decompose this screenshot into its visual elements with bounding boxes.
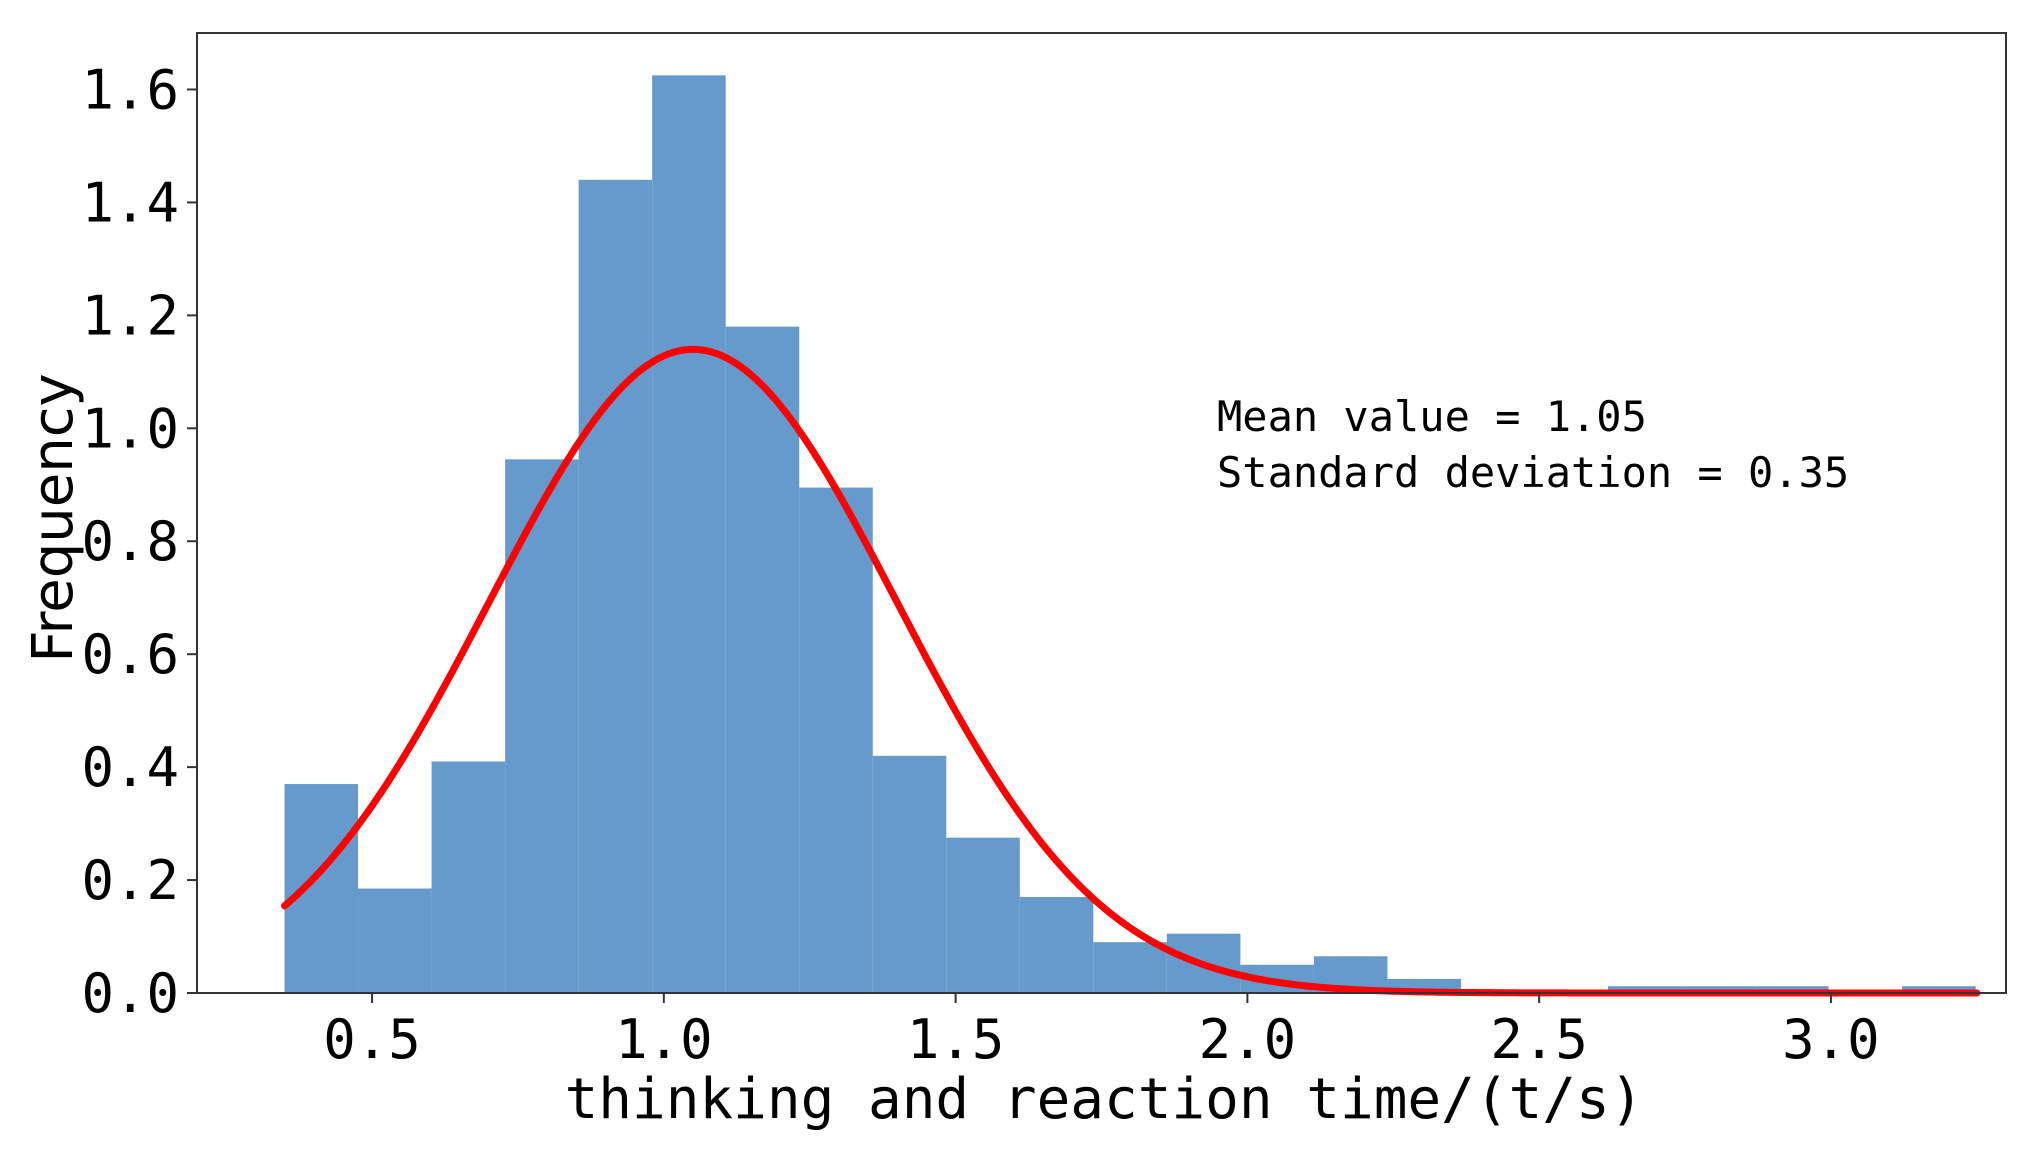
y-tick-label: 0.6: [81, 623, 179, 686]
x-tick-label: 1.0: [615, 1008, 713, 1071]
histogram-bar: [578, 179, 653, 993]
y-tick-label: 0.0: [81, 962, 179, 1025]
y-axis-title: Frequency: [21, 373, 86, 662]
histogram-bar: [1093, 942, 1167, 993]
histogram-bars: [284, 75, 1976, 994]
histogram-bar: [505, 459, 579, 994]
histogram-bar: [946, 837, 1020, 993]
y-tick-label: 0.4: [81, 736, 179, 799]
histogram-bar: [358, 888, 432, 993]
histogram-bar: [431, 761, 506, 993]
histogram-bar: [872, 755, 947, 993]
x-tick-label: 2.5: [1490, 1008, 1588, 1071]
y-tick-label: 0.8: [81, 510, 179, 573]
x-tick-label: 0.5: [323, 1008, 421, 1071]
annotation-mean: Mean value = 1.05: [1217, 392, 1647, 441]
histogram-bar: [652, 75, 726, 993]
x-tick-label: 2.0: [1199, 1008, 1297, 1071]
x-tick-label: 1.5: [907, 1008, 1005, 1071]
y-axis-ticks: 0.0 0.2 0.4 0.6 0.8 1.0 1.2 1.4 1.6: [81, 58, 197, 1025]
y-tick-label: 1.2: [81, 284, 179, 347]
x-tick-label: 3.0: [1782, 1008, 1880, 1071]
histogram-bar: [725, 326, 800, 993]
y-tick-label: 0.2: [81, 849, 179, 912]
histogram-bar: [1019, 897, 1094, 993]
y-tick-label: 1.0: [81, 397, 179, 460]
y-tick-label: 1.4: [81, 171, 179, 234]
y-tick-label: 1.6: [81, 58, 179, 121]
x-axis-ticks: 0.5 1.0 1.5 2.0 2.5 3.0: [323, 993, 1880, 1071]
histogram-bar: [799, 487, 873, 993]
histogram-bar: [284, 784, 359, 993]
plot-frame: [196, 32, 2007, 994]
annotation-std: Standard deviation = 0.35: [1217, 448, 1849, 497]
x-axis-title: thinking and reaction time/(t/s): [565, 1067, 1644, 1132]
